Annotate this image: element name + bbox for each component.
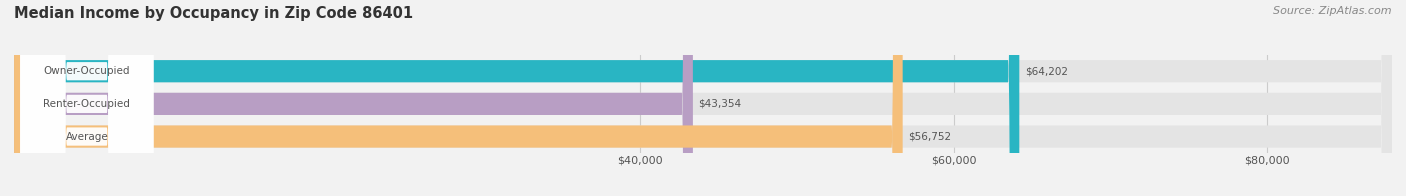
Text: Average: Average: [66, 132, 108, 142]
FancyBboxPatch shape: [20, 0, 153, 196]
FancyBboxPatch shape: [14, 0, 1392, 196]
Text: Median Income by Occupancy in Zip Code 86401: Median Income by Occupancy in Zip Code 8…: [14, 6, 413, 21]
FancyBboxPatch shape: [14, 0, 1392, 196]
Text: Owner-Occupied: Owner-Occupied: [44, 66, 131, 76]
FancyBboxPatch shape: [14, 0, 1392, 196]
FancyBboxPatch shape: [20, 0, 153, 196]
FancyBboxPatch shape: [20, 0, 153, 196]
Text: $64,202: $64,202: [1025, 66, 1067, 76]
Text: $43,354: $43,354: [699, 99, 741, 109]
FancyBboxPatch shape: [14, 0, 1019, 196]
FancyBboxPatch shape: [14, 0, 693, 196]
Text: Renter-Occupied: Renter-Occupied: [44, 99, 131, 109]
Text: Source: ZipAtlas.com: Source: ZipAtlas.com: [1274, 6, 1392, 16]
FancyBboxPatch shape: [14, 0, 903, 196]
Text: $56,752: $56,752: [908, 132, 952, 142]
